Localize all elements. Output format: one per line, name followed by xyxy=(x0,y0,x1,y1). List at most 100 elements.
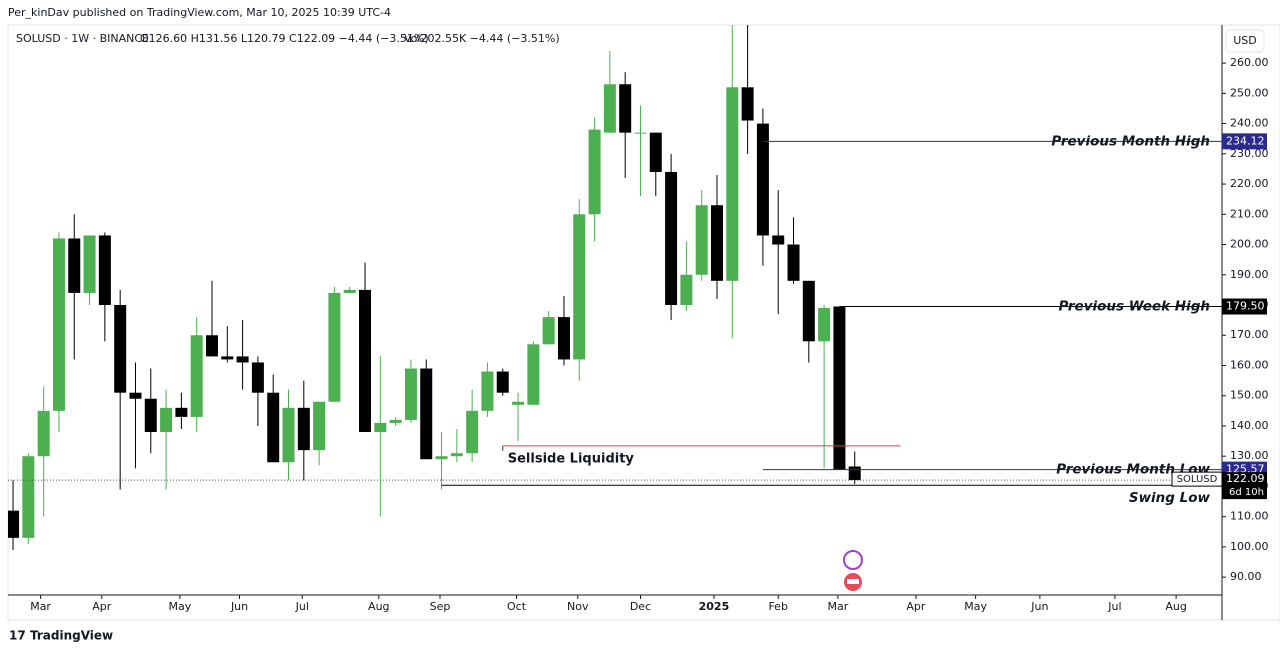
publisher: Per_kinDav published on TradingView.com,… xyxy=(8,6,391,19)
x-tick-label: Jun xyxy=(230,600,248,613)
candle-body xyxy=(313,401,326,451)
x-tick-label: 2025 xyxy=(699,600,730,613)
candle-body xyxy=(343,289,356,293)
candle-body xyxy=(83,235,96,293)
candle-body xyxy=(634,132,647,134)
countdown: 6d 10h xyxy=(1229,487,1264,498)
candle-body xyxy=(726,87,739,281)
candle-body xyxy=(481,371,494,411)
candle-body xyxy=(190,335,203,417)
candle-body xyxy=(695,205,708,275)
y-tick-label: 220.00 xyxy=(1230,177,1269,190)
y-tick-label: 190.00 xyxy=(1230,268,1269,281)
y-tick-label: 210.00 xyxy=(1230,207,1269,220)
candle-body xyxy=(98,235,111,306)
level-label: Previous Week High xyxy=(1058,299,1210,315)
candle-body xyxy=(450,453,463,457)
candle-body xyxy=(603,84,616,133)
x-tick-label: Jul xyxy=(295,600,309,613)
candle-body xyxy=(435,456,448,460)
price-tag xyxy=(1222,472,1267,500)
level-label: Swing Low xyxy=(1129,490,1211,506)
candle-body xyxy=(144,398,157,433)
x-tick-label: Mar xyxy=(828,600,849,613)
x-tick-label: Jul xyxy=(1107,600,1121,613)
y-tick-label: 110.00 xyxy=(1230,510,1269,523)
candle-body xyxy=(251,362,264,393)
candle-body xyxy=(52,238,65,411)
candle-body xyxy=(573,214,586,360)
candle-body xyxy=(22,456,35,538)
symbol-tag-label: SOLUSD xyxy=(1177,474,1218,485)
candle-body xyxy=(297,407,310,451)
candle-body xyxy=(787,244,800,281)
y-tick-label: 140.00 xyxy=(1230,419,1269,432)
price-tag-label: 179.50 xyxy=(1226,300,1265,313)
x-tick-label: Aug xyxy=(1165,600,1186,613)
x-tick-label: Mar xyxy=(30,600,51,613)
candle-body xyxy=(818,308,831,342)
candle-body xyxy=(328,292,341,402)
candle-body xyxy=(557,317,570,360)
candle-body xyxy=(619,84,632,133)
candle-body xyxy=(267,392,280,463)
candle-body xyxy=(466,410,479,454)
x-tick-label: May xyxy=(168,600,191,613)
candle-body xyxy=(527,344,540,405)
candle-body xyxy=(710,205,723,281)
y-tick-label: 90.00 xyxy=(1230,570,1262,583)
candle-body xyxy=(420,368,433,460)
currency-box[interactable] xyxy=(1225,29,1265,53)
candle-body xyxy=(848,466,861,481)
icons xyxy=(843,550,863,591)
candle-body xyxy=(282,407,295,463)
candle-body xyxy=(175,407,188,417)
x-tick-label: Nov xyxy=(567,600,589,613)
candle-body xyxy=(496,371,509,393)
plot xyxy=(8,25,861,550)
y-tick-label: 260.00 xyxy=(1230,56,1269,69)
currency[interactable]: USD xyxy=(1233,34,1257,47)
level-label: Previous Month High xyxy=(1051,133,1210,149)
candle-body xyxy=(389,419,402,423)
y-tick-label: 170.00 xyxy=(1230,328,1269,341)
candle-body xyxy=(542,317,555,345)
x-tick-label: Feb xyxy=(768,600,787,613)
candle-body xyxy=(236,356,249,363)
x-tick-label: Dec xyxy=(630,600,651,613)
x-tick-label: Apr xyxy=(92,600,112,613)
y-tick-label: 250.00 xyxy=(1230,86,1269,99)
candle-body xyxy=(665,171,678,306)
candle-body xyxy=(588,129,601,215)
candle-body xyxy=(68,238,81,293)
x-tick-label: Aug xyxy=(368,600,389,613)
candle-body xyxy=(37,410,50,457)
candle-body xyxy=(359,289,372,433)
candle-body xyxy=(802,280,815,342)
candle-body xyxy=(741,87,754,121)
candle-body xyxy=(756,123,769,236)
candle-body xyxy=(374,422,387,433)
x-tick-label: Apr xyxy=(906,600,926,613)
candle-body xyxy=(512,401,525,405)
y-tick-label: 200.00 xyxy=(1230,238,1269,251)
x-tick-label: Jun xyxy=(1030,600,1048,613)
candle-body xyxy=(772,235,785,245)
y-tick-label: 100.00 xyxy=(1230,540,1269,553)
x-tick-label: Oct xyxy=(507,600,527,613)
candle-body xyxy=(114,305,127,393)
price-tag xyxy=(1222,298,1267,315)
candle-body xyxy=(649,132,662,172)
y-tick-label: 160.00 xyxy=(1230,358,1269,371)
candle-body xyxy=(221,356,234,360)
candle-body xyxy=(129,392,142,399)
y-tick-label: 230.00 xyxy=(1230,147,1269,160)
candle-body xyxy=(160,407,173,433)
y-tick-label: 150.00 xyxy=(1230,389,1269,402)
candle-body xyxy=(833,306,846,470)
brand-logo: 𝟭𝟳 xyxy=(9,629,26,643)
x-tick-label: May xyxy=(964,600,987,613)
candle-body xyxy=(8,510,20,538)
